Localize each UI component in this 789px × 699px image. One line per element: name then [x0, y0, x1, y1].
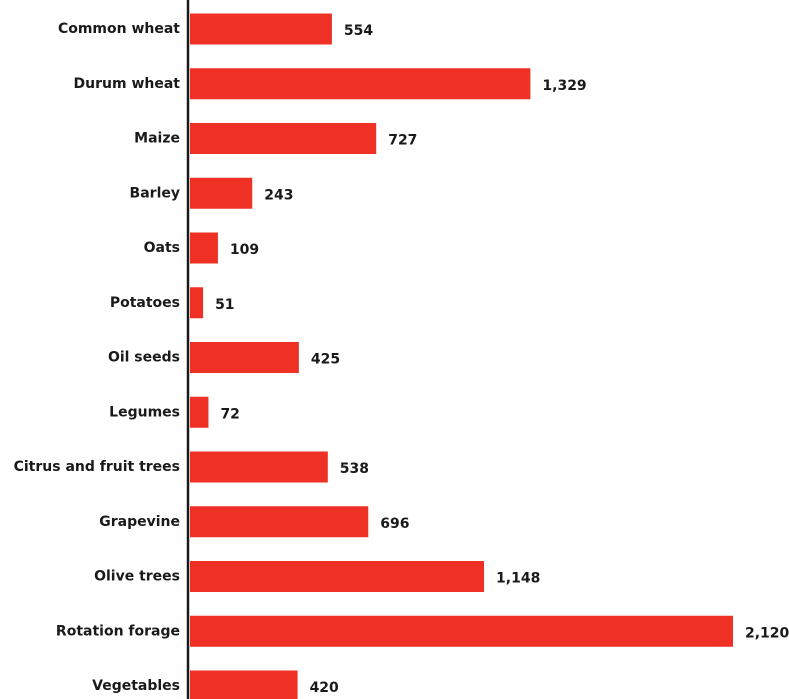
value-label: 696 — [380, 516, 409, 532]
category-label: Grapevine — [99, 514, 180, 530]
category-label: Potatoes — [110, 295, 180, 311]
bar — [190, 123, 377, 154]
bar — [190, 396, 209, 428]
category-label: Oil seeds — [108, 350, 180, 366]
value-label: 109 — [230, 242, 259, 258]
category-label: Citrus and fruit trees — [14, 459, 180, 475]
bar — [190, 451, 328, 483]
bar — [190, 232, 218, 264]
value-label: 538 — [340, 461, 369, 477]
value-label: 2,120 — [745, 625, 789, 641]
category-label: Maize — [134, 131, 180, 147]
bar — [190, 287, 204, 319]
bar — [190, 670, 298, 699]
labels-layer: Common wheat 554 Durum wheat 1,329 Maize 727 B… — [14, 21, 789, 696]
value-label: 1,148 — [496, 571, 540, 587]
bar — [190, 68, 531, 100]
category-label: Barley — [130, 185, 180, 201]
category-label: Durum wheat — [74, 76, 181, 92]
bar — [190, 506, 369, 538]
value-label: 420 — [310, 680, 339, 696]
value-label: 1,329 — [542, 78, 586, 94]
bar — [190, 615, 733, 647]
value-label: 243 — [264, 187, 293, 203]
category-label: Oats — [144, 240, 180, 256]
bar — [190, 177, 253, 209]
bar — [190, 561, 485, 592]
category-label: Olive trees — [94, 569, 180, 585]
category-label: Common wheat — [58, 21, 180, 37]
bars-layer — [190, 13, 733, 699]
bar — [190, 342, 299, 373]
category-label: Vegetables — [92, 678, 180, 694]
category-label: Rotation forage — [56, 623, 180, 639]
value-label: 72 — [220, 406, 239, 422]
bar — [190, 13, 332, 45]
value-label: 425 — [311, 352, 340, 368]
value-label: 554 — [344, 23, 373, 39]
value-label: 727 — [388, 133, 417, 149]
category-label: Legumes — [109, 404, 180, 420]
value-label: 51 — [215, 297, 234, 313]
